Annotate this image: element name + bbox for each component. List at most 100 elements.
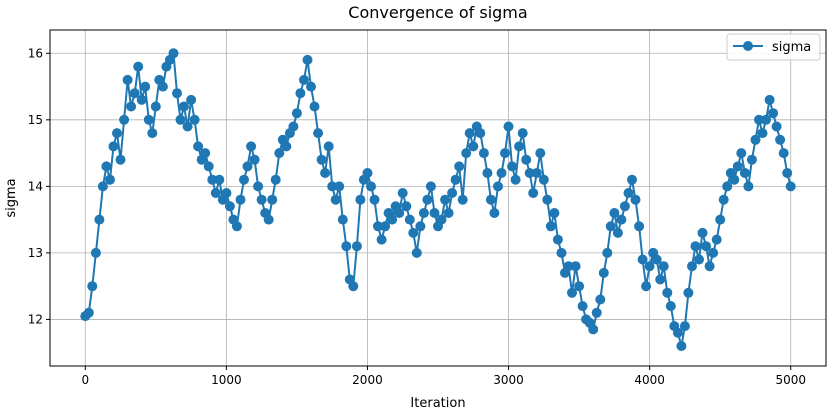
data-point <box>207 174 218 185</box>
data-point <box>574 281 585 292</box>
data-point <box>425 181 436 192</box>
data-point <box>690 241 701 252</box>
data-point <box>348 281 359 292</box>
data-point <box>521 154 532 165</box>
data-point <box>136 94 147 105</box>
data-point <box>143 114 154 125</box>
data-point <box>478 148 489 159</box>
data-point <box>531 168 542 178</box>
data-point <box>450 174 461 185</box>
data-point <box>468 141 479 152</box>
data-point <box>679 321 690 332</box>
data-point <box>281 141 292 152</box>
data-point <box>701 241 712 252</box>
data-point <box>489 208 500 218</box>
data-point <box>224 201 235 212</box>
data-point <box>97 181 108 192</box>
data-point <box>443 208 454 218</box>
data-point <box>253 181 264 192</box>
data-point <box>299 74 309 85</box>
data-point <box>503 121 514 132</box>
data-point <box>732 161 743 172</box>
data-point <box>485 194 496 205</box>
data-point <box>612 227 623 238</box>
data-point <box>461 148 472 159</box>
data-point <box>552 234 563 245</box>
data-point <box>556 247 567 258</box>
data-point <box>133 61 144 72</box>
data-point <box>115 154 126 165</box>
data-point <box>746 154 757 165</box>
data-point <box>200 148 211 159</box>
x-tick-label: 2000 <box>352 373 383 387</box>
data-point <box>309 101 320 112</box>
data-point <box>246 141 257 152</box>
data-point <box>323 141 334 152</box>
data-point <box>203 161 214 172</box>
data-point <box>249 154 260 165</box>
data-point <box>422 194 433 205</box>
data-point <box>545 221 556 232</box>
data-point <box>542 194 553 205</box>
y-tick-label: 15 <box>28 113 43 127</box>
data-point <box>676 341 687 351</box>
data-point <box>256 194 267 205</box>
x-axis-label: Iteration <box>410 396 465 411</box>
data-point <box>373 221 383 232</box>
data-point <box>122 74 133 85</box>
data-point <box>263 214 274 225</box>
data-point <box>588 324 599 335</box>
x-tick-label: 1000 <box>211 373 242 387</box>
data-point <box>172 88 182 99</box>
data-point <box>687 261 697 272</box>
y-tick-label: 12 <box>28 312 43 326</box>
data-point <box>598 267 609 278</box>
data-point <box>768 108 779 119</box>
x-tick-label: 0 <box>81 373 89 387</box>
data-point <box>411 247 422 258</box>
data-point <box>242 161 253 172</box>
data-point <box>739 168 750 178</box>
legend: sigma <box>726 33 821 61</box>
data-point <box>715 214 726 225</box>
data-point <box>595 294 606 305</box>
data-point <box>112 128 122 139</box>
data-point <box>274 148 285 159</box>
data-point <box>415 221 426 232</box>
data-point <box>454 161 465 172</box>
data-point <box>493 181 503 192</box>
data-point <box>567 287 577 298</box>
data-point <box>295 88 306 99</box>
data-point <box>524 168 535 178</box>
data-point <box>267 194 278 205</box>
data-point <box>376 234 387 245</box>
data-point <box>221 188 232 198</box>
data-point <box>577 301 588 312</box>
data-point <box>637 254 648 265</box>
data-point <box>528 188 539 198</box>
legend-marker-sigma <box>743 41 753 51</box>
data-point <box>641 281 652 292</box>
data-point <box>482 168 493 178</box>
data-point <box>570 261 581 272</box>
data-point <box>785 181 796 192</box>
data-point <box>108 141 119 152</box>
data-point <box>214 174 225 185</box>
data-point <box>394 208 405 218</box>
data-point <box>83 307 94 318</box>
data-point <box>651 254 662 265</box>
data-point <box>591 307 602 318</box>
data-point <box>623 188 634 198</box>
data-point <box>239 174 249 185</box>
data-point <box>313 128 324 139</box>
axes-frame <box>49 29 827 367</box>
data-point <box>563 261 574 272</box>
plot-area <box>80 48 796 351</box>
data-point <box>380 221 391 232</box>
data-point <box>665 301 676 312</box>
data-point <box>179 101 189 112</box>
data-point <box>193 141 204 152</box>
data-point <box>538 174 549 185</box>
